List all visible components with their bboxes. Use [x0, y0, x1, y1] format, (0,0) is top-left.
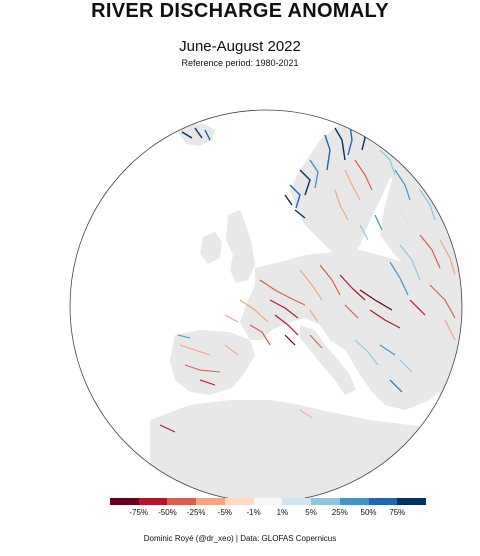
land-iceland	[178, 124, 215, 146]
rivers-central-europe	[259, 264, 401, 329]
legend-swatch	[138, 498, 168, 505]
legend-swatch	[110, 498, 139, 505]
legend-label: -1%	[246, 508, 261, 517]
rivers-iceland	[181, 127, 211, 141]
credit-line: Dominic Royé (@dr_xeo) | Data: GLOFAS Co…	[143, 534, 337, 543]
legend-label: 1%	[276, 508, 289, 517]
legend-swatch	[282, 498, 312, 505]
legend-swatch	[368, 498, 398, 505]
land-iberia	[170, 330, 255, 395]
legend-colorbar	[110, 498, 427, 505]
rivers-france-alps	[224, 299, 299, 346]
land-ireland	[200, 232, 222, 264]
legend-label: -50%	[158, 508, 177, 517]
legend-swatch	[224, 498, 254, 505]
land-great-britain	[226, 210, 255, 283]
legend-swatch	[167, 498, 197, 505]
land-italy	[300, 325, 356, 395]
map-subtitle: June-August 2022	[179, 38, 301, 55]
legend-label: 25%	[331, 508, 348, 517]
rivers-italy-balkans	[309, 334, 413, 393]
legend-label: 5%	[305, 508, 317, 517]
legend-label: 50%	[360, 508, 377, 517]
rivers-north-africa	[159, 409, 313, 433]
legend-label: -5%	[217, 508, 233, 517]
legend-label: 75%	[389, 508, 406, 517]
reference-period: Reference period: 1980-2021	[181, 58, 299, 68]
legend-labels: -75% -50% -25% -5% -1% 1% 5% 25% 50% 75%	[110, 508, 426, 520]
legend-swatch	[196, 498, 225, 505]
legend-swatch	[311, 498, 340, 505]
legend-swatch	[397, 498, 427, 505]
rivers-iberia	[177, 334, 239, 386]
land-balkans	[340, 340, 445, 410]
legend-swatch	[339, 498, 369, 505]
rivers-eastern-europe	[389, 234, 456, 341]
map-title: RIVER DISCHARGE ANOMALY	[91, 0, 389, 22]
legend-label: -25%	[186, 508, 206, 517]
legend-swatch	[253, 498, 283, 505]
legend-label: -75%	[129, 508, 149, 517]
